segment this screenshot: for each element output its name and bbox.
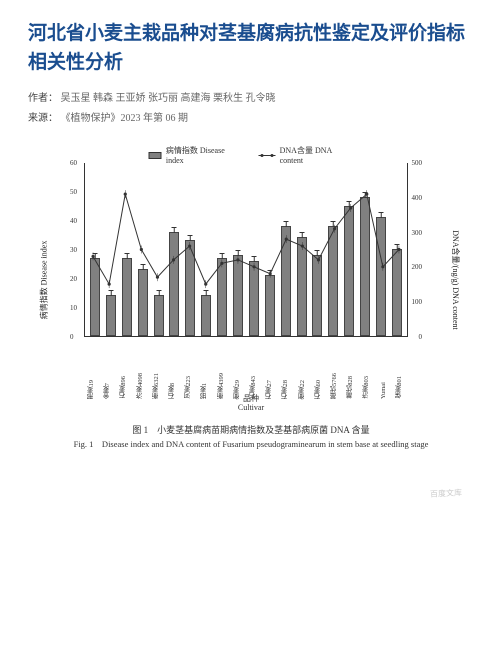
x-category-label: 保麦801 xyxy=(395,376,405,399)
x-category-label: 石麦896 xyxy=(119,376,129,399)
x-category-label: 金麦7 xyxy=(103,383,113,399)
x-category-label: 石麦28 xyxy=(281,380,291,400)
bars-container xyxy=(85,163,407,336)
x-category-label: 衡麦22 xyxy=(298,380,308,400)
authors-line: 作者： 吴玉星 韩森 王亚娇 张巧丽 高建海 栗秋生 孔令晓 xyxy=(28,91,474,107)
y-tick-left: 0 xyxy=(70,333,74,341)
x-category-label: Yumai xyxy=(380,382,387,399)
bar xyxy=(360,197,370,336)
chart: 病情指数 Disease index DNA含量 DNA content 病情指… xyxy=(46,145,456,415)
x-category-label: 济麦4098 xyxy=(136,373,146,399)
figure: 病情指数 Disease index DNA含量 DNA content 病情指… xyxy=(28,145,474,450)
bar xyxy=(376,217,386,336)
legend-line-swatch xyxy=(259,155,276,156)
source-label: 来源： xyxy=(28,113,58,124)
page-title: 河北省小麦主栽品种对茎基腐病抗性鉴定及评价指标相关性分析 xyxy=(28,20,474,77)
bar xyxy=(265,275,275,336)
bar xyxy=(106,295,116,336)
caption-en: Fig. 1 Disease index and DNA content of … xyxy=(74,438,429,450)
bar xyxy=(281,226,291,336)
x-category-label: 石麦8 xyxy=(168,383,178,399)
y-tick-right: 500 xyxy=(412,159,423,167)
x-category-label: 邯麦1 xyxy=(200,383,210,399)
bar xyxy=(138,269,148,336)
y-tick-left: 40 xyxy=(70,217,77,225)
bar xyxy=(185,240,195,336)
x-category-label: 藁优5766 xyxy=(330,373,340,399)
bar xyxy=(90,258,100,336)
bar xyxy=(201,295,211,336)
legend-line-label: DNA含量 DNA content xyxy=(280,145,354,165)
y-axis-right-label: DNA含量/(ng/g) DNA content xyxy=(451,230,462,330)
legend: 病情指数 Disease index DNA含量 DNA content xyxy=(149,145,354,165)
bar xyxy=(154,295,164,336)
y-tick-left: 50 xyxy=(70,188,77,196)
y-tick-right: 300 xyxy=(412,229,423,237)
x-category-label: 衡麦6321 xyxy=(152,373,162,399)
y-tick-left: 10 xyxy=(70,304,77,312)
bar xyxy=(233,255,243,336)
y-tick-right: 200 xyxy=(412,263,423,271)
bar xyxy=(169,232,179,336)
y-axis-left-label: 病情指数 Disease index xyxy=(39,241,50,320)
legend-bar-swatch xyxy=(149,152,162,159)
x-category-label: 邢麦19 xyxy=(87,380,97,400)
bar xyxy=(328,226,338,336)
x-labels: 邢麦19 金麦7 石麦896 济麦4098 衡麦6321 石麦8 河麦223 邯麦1 衡麦439… xyxy=(84,339,408,399)
x-axis-title: 品种 Cultivar xyxy=(238,395,264,413)
bar xyxy=(392,249,402,336)
plot-area xyxy=(84,163,408,337)
y-tick-left: 30 xyxy=(70,246,77,254)
source-line: 来源： 《植物保护》2023 年第 06 期 xyxy=(28,111,474,127)
legend-bar-item: 病情指数 Disease index xyxy=(149,145,241,165)
bar xyxy=(122,258,132,336)
y-tick-left: 60 xyxy=(70,159,77,167)
x-category-label: 济麦803 xyxy=(362,376,372,399)
bar xyxy=(312,255,322,336)
caption-cn: 图 1 小麦茎基腐病苗期病情指数及茎基部病原菌 DNA 含量 xyxy=(132,423,369,436)
legend-line-item: DNA含量 DNA content xyxy=(259,145,354,165)
x-category-label: 石麦27 xyxy=(265,380,275,400)
authors: 吴玉星 韩森 王亚娇 张巧丽 高建海 栗秋生 孔令晓 xyxy=(61,93,276,104)
x-category-label: 河麦223 xyxy=(184,376,194,399)
bar xyxy=(217,258,227,336)
source: 《植物保护》2023 年第 06 期 xyxy=(61,113,189,124)
authors-label: 作者： xyxy=(28,93,58,104)
bar xyxy=(297,237,307,336)
bar xyxy=(344,206,354,337)
y-tick-right: 0 xyxy=(419,333,423,341)
bar xyxy=(249,261,259,336)
watermark: 百度文库 xyxy=(430,487,463,500)
x-category-label: 衡麦4399 xyxy=(217,373,227,399)
legend-bar-label: 病情指数 Disease index xyxy=(166,145,241,165)
y-tick-left: 20 xyxy=(70,275,77,283)
y-tick-right: 100 xyxy=(412,298,423,306)
x-category-label: 石麦60 xyxy=(314,380,324,400)
x-category-label: 藁优828 xyxy=(346,376,356,399)
y-tick-right: 400 xyxy=(412,194,423,202)
x-axis-title-en: Cultivar xyxy=(238,404,264,413)
